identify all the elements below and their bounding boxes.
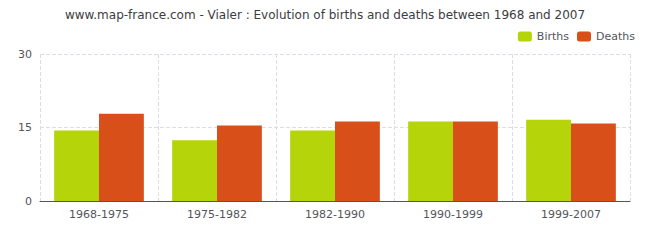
svg-text:1968-1975: 1968-1975: [69, 208, 129, 221]
svg-text:1982-1990: 1982-1990: [305, 208, 365, 221]
svg-text:1999-2007: 1999-2007: [541, 208, 601, 221]
svg-text:Births: Births: [537, 30, 569, 43]
svg-text:0: 0: [25, 195, 32, 208]
svg-text:30: 30: [18, 48, 32, 61]
svg-text:1990-1999: 1990-1999: [423, 208, 483, 221]
svg-text:1975-1982: 1975-1982: [187, 208, 247, 221]
svg-text:Deaths: Deaths: [596, 30, 635, 43]
svg-text:www.map-france.com - Vialer :: www.map-france.com - Vialer : Evolution …: [65, 8, 585, 22]
svg-text:15: 15: [18, 121, 32, 134]
